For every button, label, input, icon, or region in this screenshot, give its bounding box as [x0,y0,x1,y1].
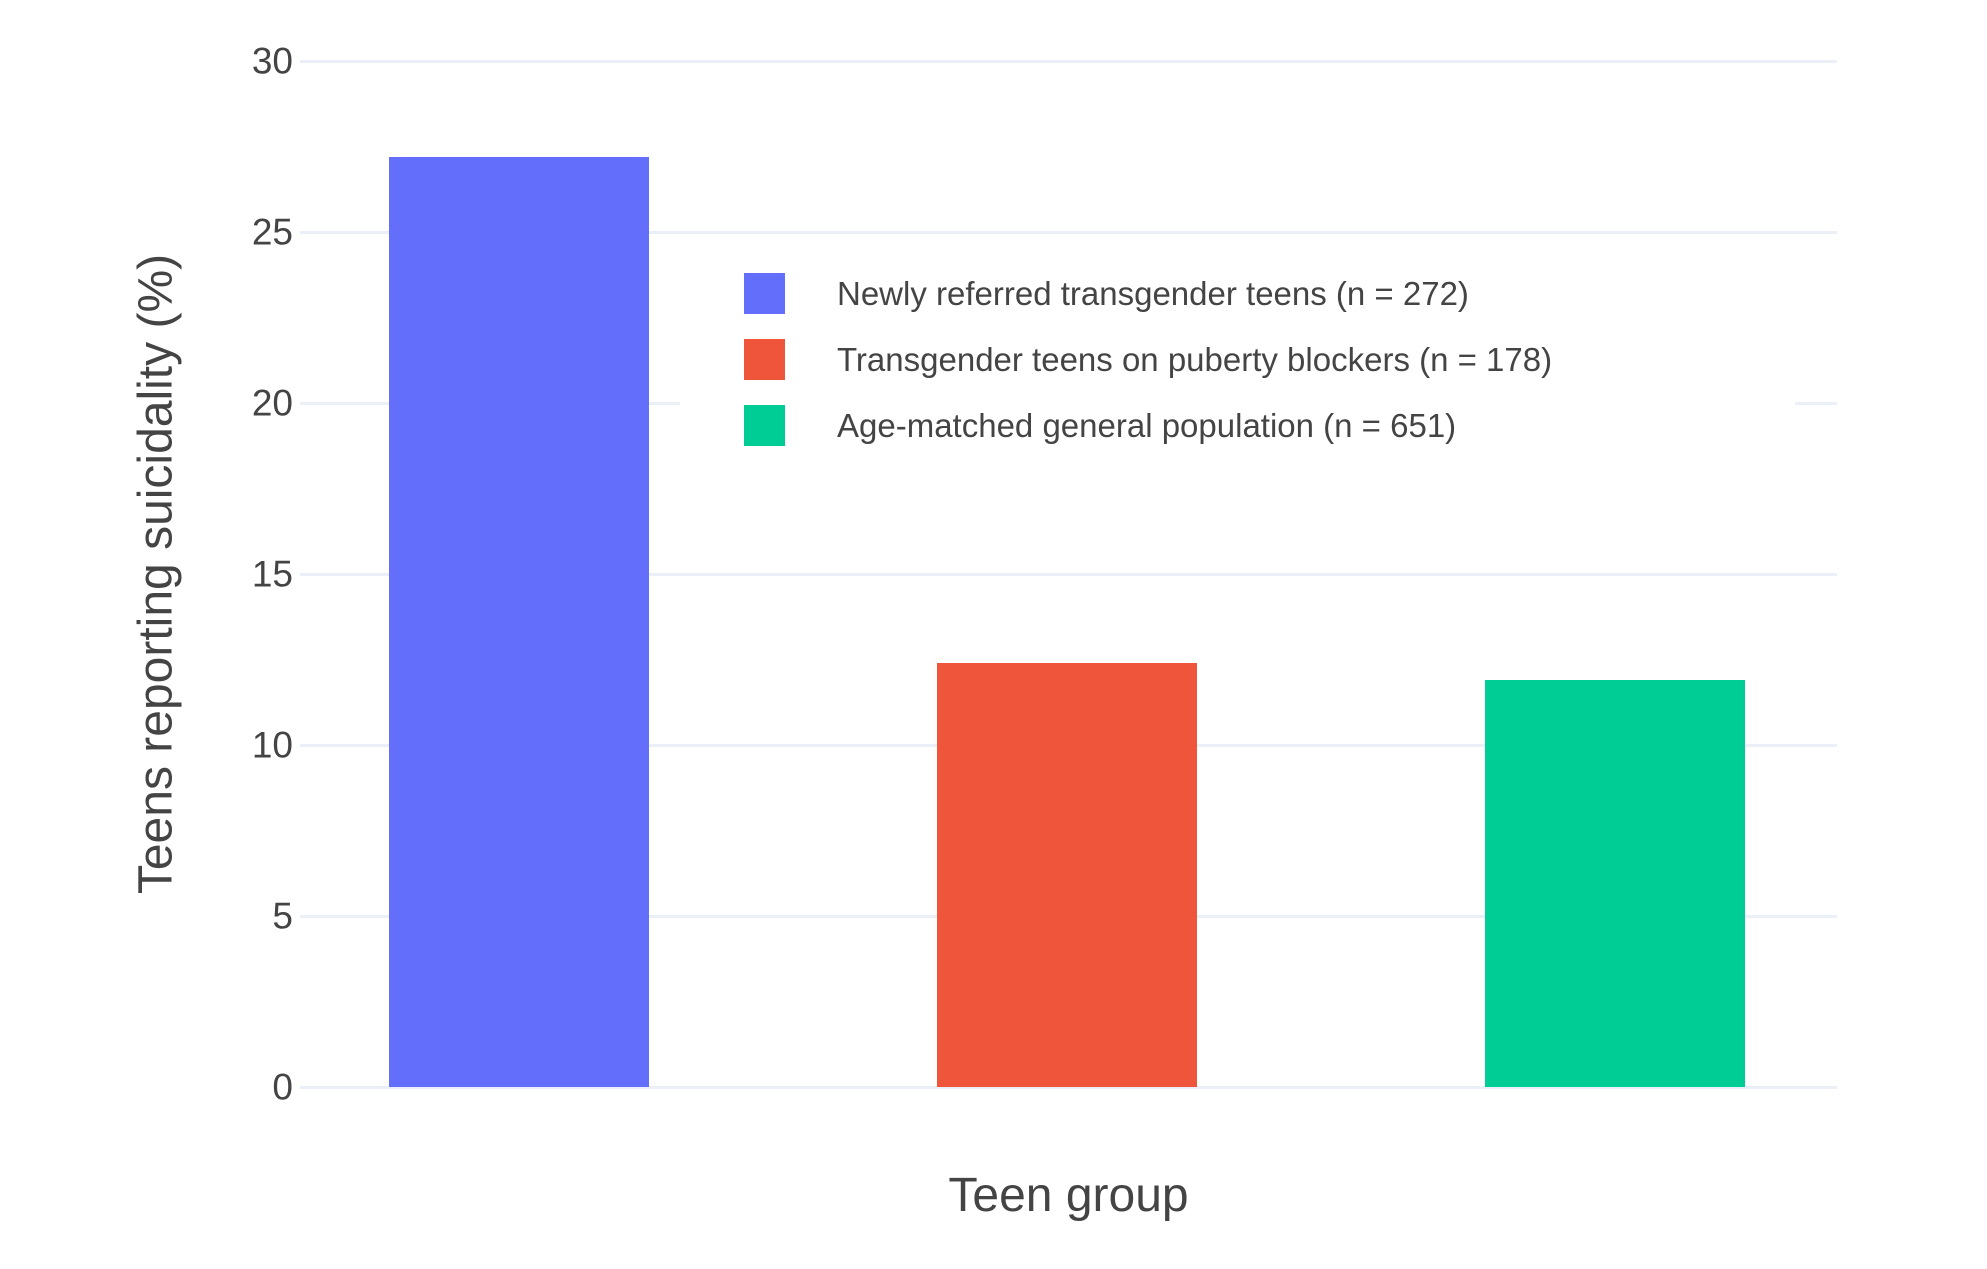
gridline-y-25 [300,231,1837,234]
legend-row-0[interactable]: Newly referred transgender teens (n = 27… [680,260,1795,326]
y-tick-label-0: 0 [272,1066,293,1108]
y-tick-label-5: 5 [272,895,293,937]
legend: Newly referred transgender teens (n = 27… [680,244,1795,472]
bar-1[interactable] [936,662,1197,1087]
legend-row-1[interactable]: Transgender teens on puberty blockers (n… [680,326,1795,392]
bar-2[interactable] [1485,680,1746,1087]
legend-swatch-icon [744,338,785,380]
y-tick-label-25: 25 [251,211,293,253]
y-tick-label-20: 20 [251,382,293,424]
gridline-y-0 [300,1086,1837,1089]
plot-area: Newly referred transgender teens (n = 27… [300,60,1837,1089]
legend-label: Newly referred transgender teens (n = 27… [837,274,1469,312]
y-tick-label-10: 10 [251,724,293,766]
y-tick-label-15: 15 [251,553,293,595]
bar-0[interactable] [388,156,650,1087]
y-tick-label-30: 30 [251,40,293,82]
legend-label: Transgender teens on puberty blockers (n… [837,340,1553,378]
legend-swatch-icon [744,272,785,314]
x-axis-title: Teen group [948,1169,1189,1222]
legend-label: Age-matched general population (n = 651) [837,406,1457,444]
y-axis-tick-labels: 0 5 10 15 20 25 30 [0,43,293,1106]
gridline-y-30 [300,60,1837,63]
legend-row-2[interactable]: Age-matched general population (n = 651) [680,392,1795,458]
gridline-y-15 [300,573,1837,576]
legend-swatch-icon [744,404,785,446]
